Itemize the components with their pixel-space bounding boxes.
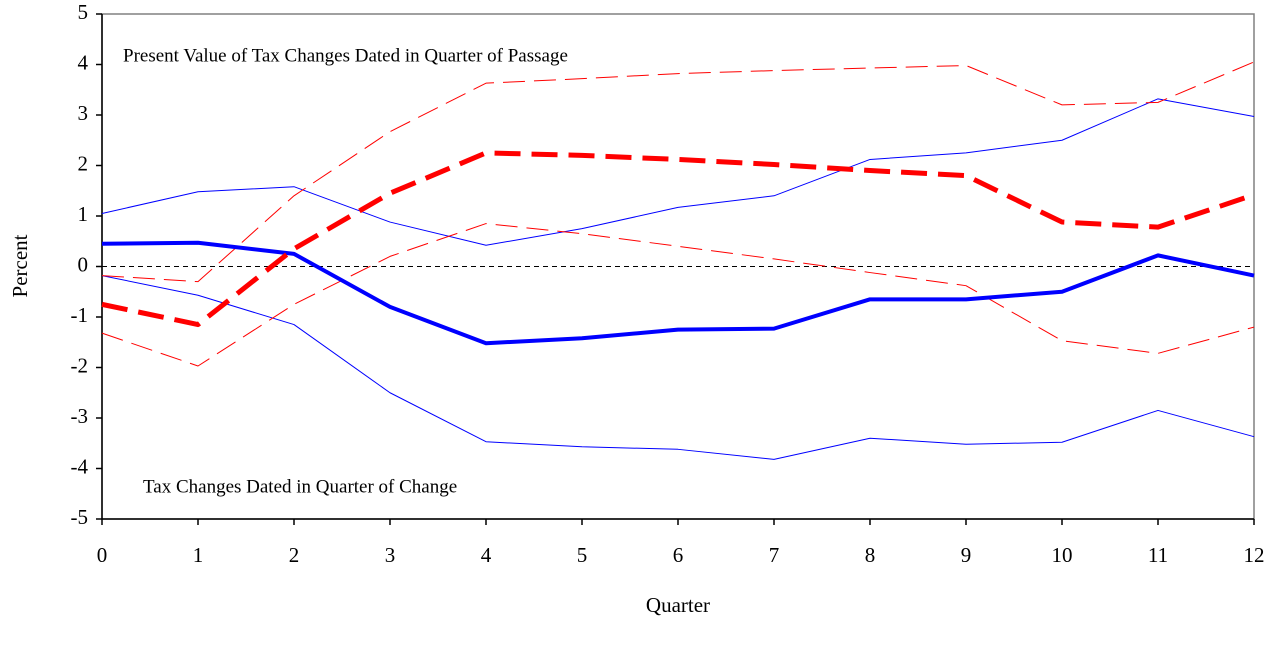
- x-tick-label: 11: [1148, 543, 1168, 567]
- x-tick-label: 1: [193, 543, 204, 567]
- x-axis-label: Quarter: [646, 593, 710, 617]
- y-tick-label: 4: [78, 50, 89, 74]
- series-line: [101, 240, 1255, 346]
- x-tick-label: 4: [481, 543, 492, 567]
- x-tick-label: 7: [769, 543, 780, 567]
- y-tick-label: 1: [78, 202, 89, 226]
- x-tick-label: 10: [1052, 543, 1073, 567]
- series-line: [101, 98, 1255, 246]
- series-line: [101, 223, 1255, 367]
- x-tick-label: 6: [673, 543, 684, 567]
- x-tick-label: 8: [865, 543, 876, 567]
- x-tick-label: 5: [577, 543, 588, 567]
- x-tick-label: 3: [385, 543, 396, 567]
- y-tick-label: -1: [71, 303, 89, 327]
- y-tick-label: 0: [78, 252, 89, 276]
- x-tick-label: 2: [289, 543, 300, 567]
- y-tick-label: -2: [71, 353, 89, 377]
- series-line: [101, 275, 1255, 460]
- y-tick-label: 3: [78, 101, 89, 125]
- series-line: [101, 61, 1255, 283]
- series-line: [101, 150, 1255, 328]
- x-tick-label: 0: [97, 543, 108, 567]
- y-tick-label: -4: [71, 454, 89, 478]
- annotation: Present Value of Tax Changes Dated in Qu…: [123, 45, 568, 66]
- x-tick-label: 12: [1244, 543, 1265, 567]
- y-axis-label: Percent: [8, 234, 32, 297]
- y-tick-label: 2: [78, 151, 89, 175]
- y-tick-label: 5: [78, 0, 89, 24]
- x-tick-label: 9: [961, 543, 972, 567]
- annotation: Tax Changes Dated in Quarter of Change: [143, 476, 457, 497]
- y-tick-label: -5: [71, 505, 89, 529]
- y-tick-label: -3: [71, 404, 89, 428]
